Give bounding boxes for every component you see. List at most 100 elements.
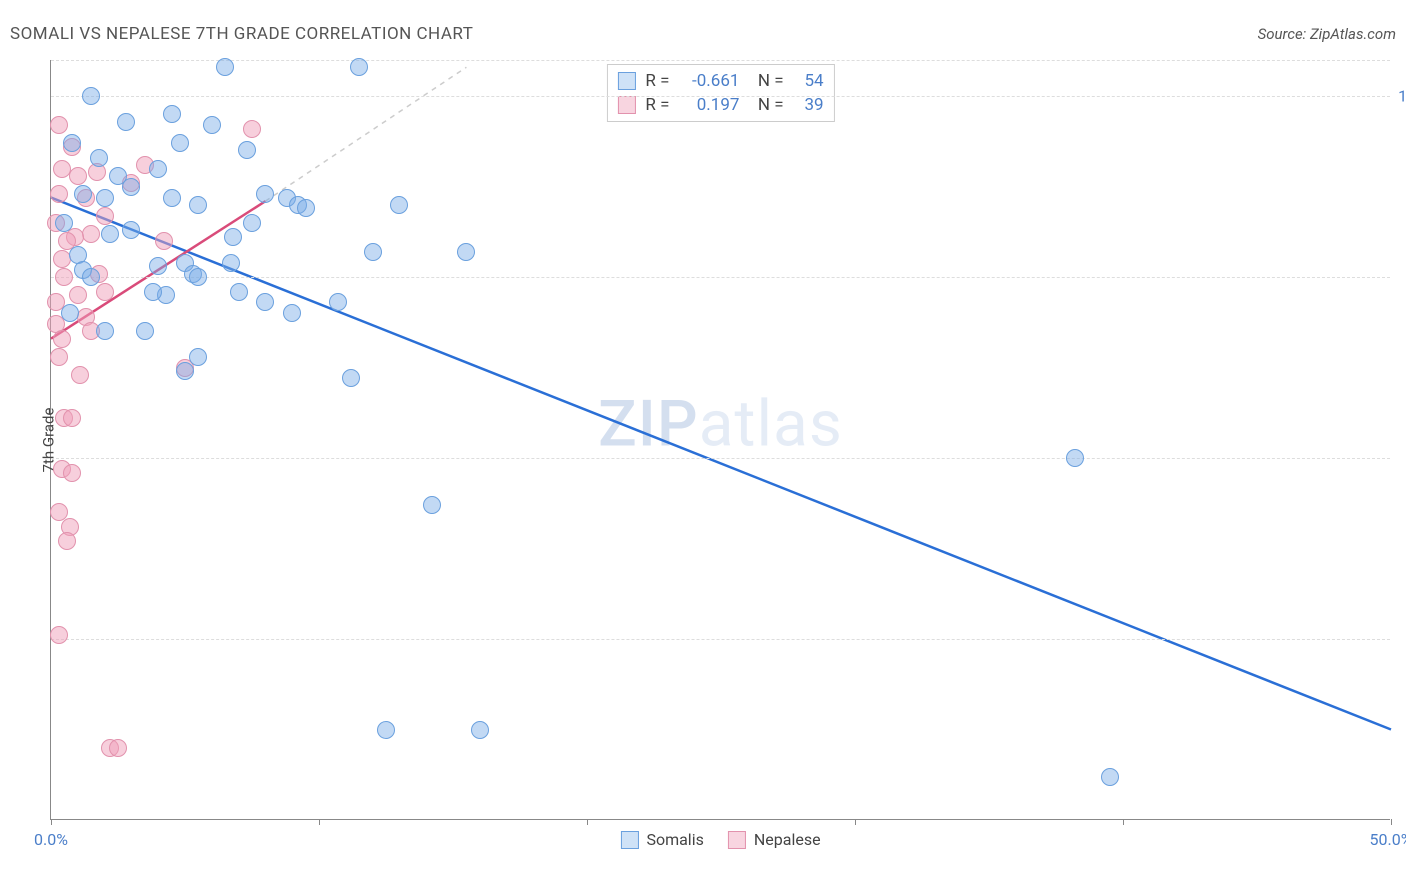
trend-lines-layer: [51, 60, 1390, 819]
stats-r-value: -0.661: [679, 71, 739, 91]
y-tick-label: 100.0%: [1395, 87, 1406, 106]
data-point: [58, 532, 76, 550]
data-point: [101, 225, 119, 243]
data-point: [256, 185, 274, 203]
data-point: [423, 496, 441, 514]
chart-header: SOMALI VS NEPALESE 7TH GRADE CORRELATION…: [10, 24, 1396, 44]
data-point: [63, 464, 81, 482]
x-tick-label: 0.0%: [34, 830, 68, 849]
data-point: [377, 721, 395, 739]
data-point: [69, 167, 87, 185]
data-point: [144, 283, 162, 301]
stats-r-label: R =: [645, 71, 669, 91]
data-point: [117, 113, 135, 131]
x-tick: [587, 819, 588, 825]
data-point: [63, 409, 81, 427]
data-point: [1066, 449, 1084, 467]
data-point: [176, 362, 194, 380]
stats-n-value: 54: [794, 71, 824, 91]
x-tick: [51, 819, 52, 825]
data-point: [163, 105, 181, 123]
gridline: [51, 458, 1390, 459]
data-point: [149, 257, 167, 275]
legend-item: Nepalese: [728, 830, 821, 849]
plot-area: 7th Grade ZIPatlas R =-0.661 N =54R =0.1…: [50, 60, 1390, 820]
data-point: [149, 160, 167, 178]
data-point: [364, 243, 382, 261]
gridline: [51, 96, 1390, 97]
data-point: [61, 304, 79, 322]
data-point: [1101, 768, 1119, 786]
data-point: [155, 232, 173, 250]
data-point: [82, 87, 100, 105]
data-point: [96, 283, 114, 301]
data-point: [71, 366, 89, 384]
y-tick-label: 85.0%: [1395, 630, 1406, 649]
stats-swatch: [617, 72, 635, 90]
data-point: [82, 225, 100, 243]
data-point: [96, 207, 114, 225]
data-point: [256, 293, 274, 311]
data-point: [224, 228, 242, 246]
legend-swatch: [728, 831, 746, 849]
gridline: [51, 277, 1390, 278]
x-tick: [319, 819, 320, 825]
stats-swatch: [617, 96, 635, 114]
data-point: [189, 348, 207, 366]
stats-row: R = -0.661 N = 54: [617, 69, 823, 93]
chart-title: SOMALI VS NEPALESE 7TH GRADE CORRELATION…: [10, 24, 473, 44]
data-point: [50, 116, 68, 134]
data-point: [243, 120, 261, 138]
x-tick-label: 50.0%: [1370, 830, 1406, 849]
stats-n-label: N =: [749, 95, 783, 115]
data-point: [189, 196, 207, 214]
data-point: [55, 214, 73, 232]
stats-r-label: R =: [645, 95, 669, 115]
data-point: [350, 58, 368, 76]
data-point: [203, 116, 221, 134]
data-point: [297, 199, 315, 217]
chart-source: Source: ZipAtlas.com: [1258, 25, 1396, 43]
data-point: [50, 626, 68, 644]
correlation-stats-box: R = -0.661 N = 54 R = 0.197 N = 39: [606, 64, 834, 122]
data-point: [96, 189, 114, 207]
data-point: [53, 330, 71, 348]
trend-line: [265, 67, 466, 201]
data-point: [342, 369, 360, 387]
x-tick: [855, 819, 856, 825]
gridline: [51, 639, 1390, 640]
data-point: [55, 268, 73, 286]
data-point: [329, 293, 347, 311]
data-point: [74, 185, 92, 203]
data-point: [283, 304, 301, 322]
data-point: [222, 254, 240, 272]
legend-swatch: [620, 831, 638, 849]
x-tick: [1391, 819, 1392, 825]
data-point: [50, 348, 68, 366]
data-point: [69, 286, 87, 304]
legend-label: Somalis: [646, 830, 703, 849]
x-tick: [1123, 819, 1124, 825]
data-point: [82, 268, 100, 286]
y-tick-label: 95.0%: [1395, 268, 1406, 287]
data-point: [163, 189, 181, 207]
data-point: [238, 141, 256, 159]
data-point: [471, 721, 489, 739]
gridline: [51, 60, 1390, 61]
data-point: [122, 178, 140, 196]
y-tick-label: 90.0%: [1395, 449, 1406, 468]
data-point: [136, 322, 154, 340]
data-point: [50, 185, 68, 203]
data-point: [189, 268, 207, 286]
legend-label: Nepalese: [754, 830, 821, 849]
stats-r-value: 0.197: [679, 95, 739, 115]
data-point: [216, 58, 234, 76]
data-point: [90, 149, 108, 167]
data-point: [122, 221, 140, 239]
stats-n-value: 39: [794, 95, 824, 115]
data-point: [457, 243, 475, 261]
legend-item: Somalis: [620, 830, 703, 849]
legend: Somalis Nepalese: [620, 830, 820, 849]
data-point: [63, 134, 81, 152]
stats-n-label: N =: [749, 71, 783, 91]
